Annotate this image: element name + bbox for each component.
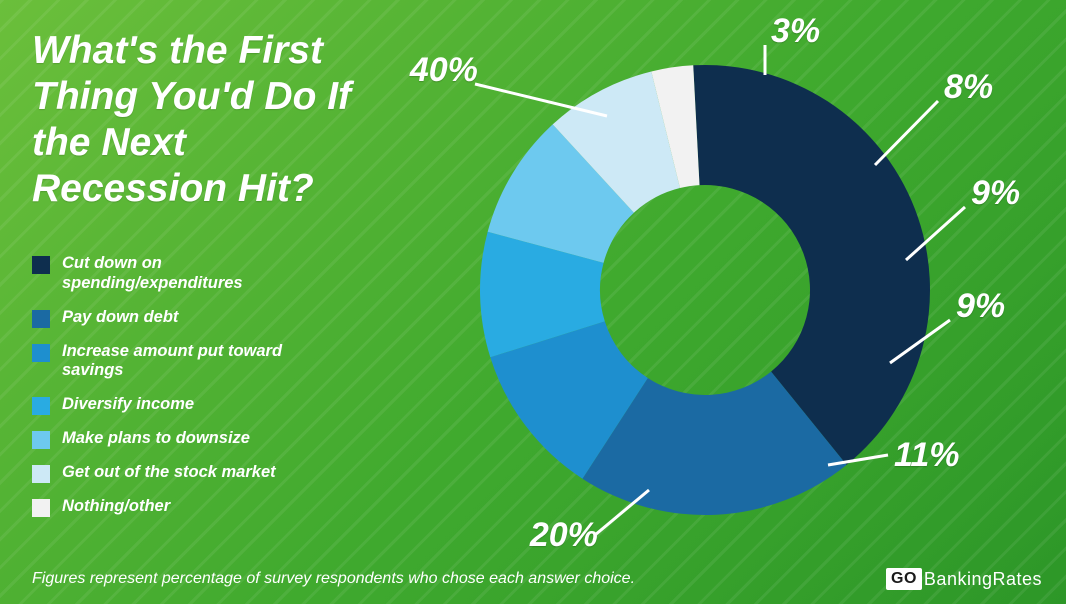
legend-row: Pay down debt	[32, 308, 332, 328]
legend-row: Make plans to downsize	[32, 429, 332, 449]
slice-value-label: 9%	[971, 174, 1020, 213]
legend-row: Cut down on spending/expenditures	[32, 254, 332, 294]
legend-row: Nothing/other	[32, 497, 332, 517]
legend-swatch	[32, 499, 50, 517]
legend-swatch	[32, 310, 50, 328]
headline-title: What's the First Thing You'd Do If the N…	[32, 28, 372, 212]
attribution-rest: BankingRates	[924, 569, 1042, 590]
callout-line	[875, 101, 938, 165]
legend-swatch	[32, 344, 50, 362]
legend-row: Increase amount put toward savings	[32, 342, 332, 382]
legend-swatch	[32, 465, 50, 483]
legend: Cut down on spending/expenditures Pay dow…	[32, 254, 332, 531]
legend-row: Get out of the stock market	[32, 463, 332, 483]
slice-value-label: 11%	[894, 436, 960, 475]
legend-label: Get out of the stock market	[62, 463, 276, 483]
attribution-logo: GO BankingRates	[886, 568, 1042, 590]
legend-label: Make plans to downsize	[62, 429, 250, 449]
legend-swatch	[32, 256, 50, 274]
slice-value-label: 40%	[410, 51, 478, 90]
infographic-canvas: What's the First Thing You'd Do If the N…	[0, 0, 1066, 604]
legend-label: Increase amount put toward savings	[62, 342, 312, 382]
footnote-text: Figures represent percentage of survey r…	[32, 570, 635, 588]
slice-value-label: 20%	[530, 516, 598, 555]
legend-swatch	[32, 431, 50, 449]
legend-label: Cut down on spending/expenditures	[62, 254, 312, 294]
legend-label: Nothing/other	[62, 497, 170, 517]
slice-value-label: 8%	[944, 68, 993, 107]
legend-label: Pay down debt	[62, 308, 178, 328]
legend-swatch	[32, 397, 50, 415]
slice-value-label: 9%	[956, 287, 1005, 326]
legend-row: Diversify income	[32, 395, 332, 415]
legend-label: Diversify income	[62, 395, 194, 415]
donut-chart-area: 40% 20% 11% 9% 9% 8% 3%	[390, 10, 1050, 570]
slice-value-label: 3%	[771, 12, 820, 51]
attribution-prefix: GO	[886, 568, 922, 590]
